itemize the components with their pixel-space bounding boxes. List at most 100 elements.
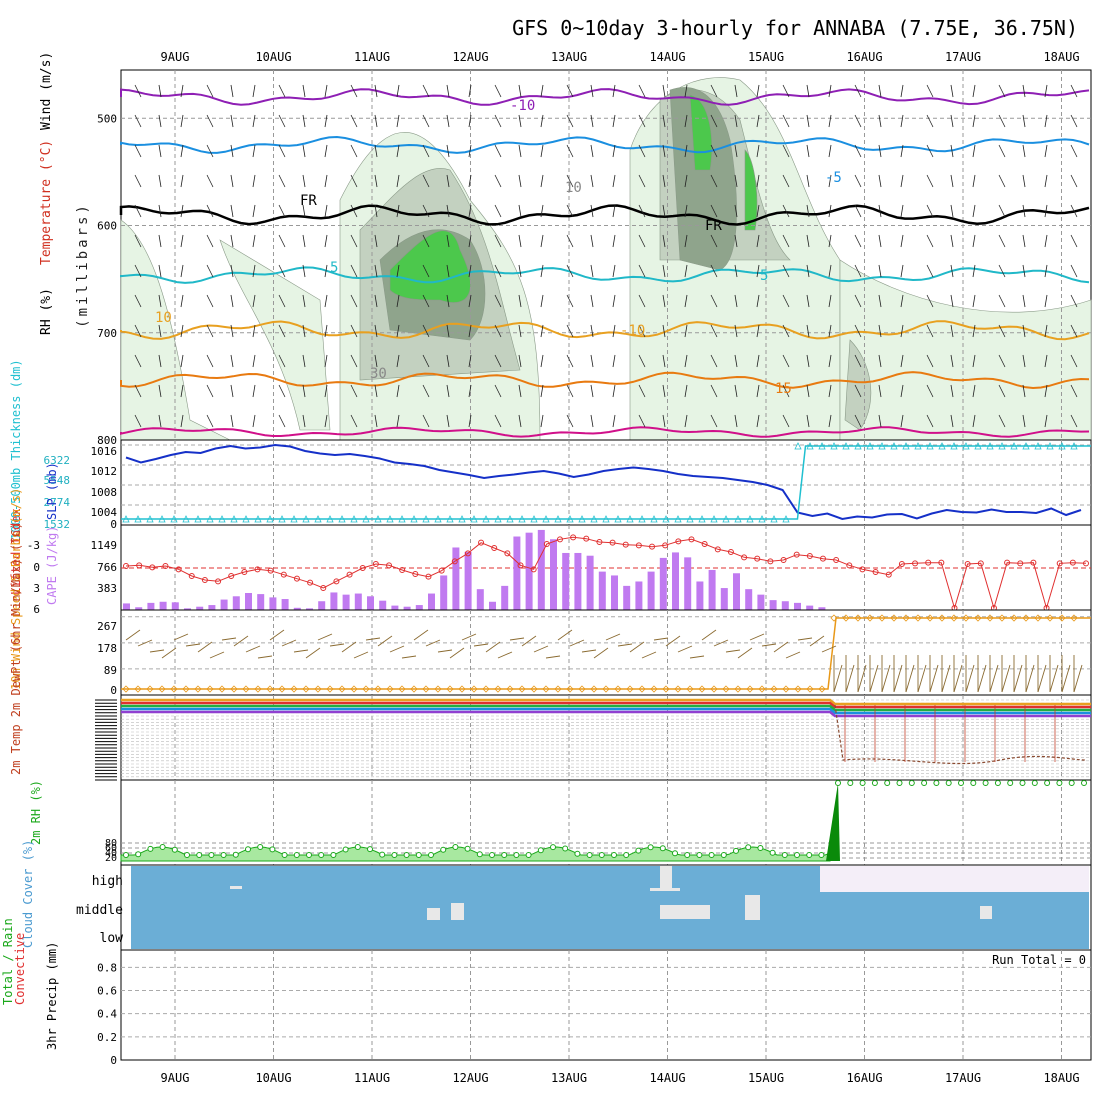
wind-barb (206, 84, 214, 98)
thickness-marker (626, 515, 634, 523)
li-marker (162, 563, 169, 569)
li-marker (293, 575, 300, 582)
li-marker (451, 558, 458, 565)
wind-barb (828, 174, 832, 188)
thickness-marker (1046, 442, 1054, 450)
slp-tick-label: 0 (110, 518, 117, 531)
rh2m-marker (720, 852, 727, 858)
thickness-tick-label: 6322 (44, 454, 71, 467)
wind-speed-marker (218, 685, 226, 693)
wind-speed-marker (566, 685, 574, 693)
wind-barb (684, 264, 688, 278)
wind-barb (734, 204, 738, 218)
wind-barb (662, 324, 666, 338)
wind-barb (302, 204, 306, 218)
rh2m-tick-label: 60 (105, 843, 117, 854)
temp-contour-minus10 (120, 88, 1090, 106)
wind-barb (446, 144, 450, 158)
wind-barb (566, 414, 574, 428)
rh2m-marker (647, 844, 654, 851)
cape-bar (818, 607, 826, 610)
rh2m-marker (871, 780, 878, 786)
thickness-marker (662, 515, 670, 523)
wind-barb (972, 414, 976, 428)
wind-barb (710, 294, 718, 308)
cloud-gap (980, 906, 992, 919)
date-label-bottom: 11AUG (354, 1071, 390, 1085)
wind-barb (662, 234, 666, 248)
wind-speed-marker (938, 614, 946, 622)
wind-barb (662, 174, 666, 188)
wind-barb-10m (509, 637, 525, 641)
wind-barb (950, 384, 954, 398)
precip-tick-label: 0.2 (97, 1031, 117, 1044)
li-marker (872, 569, 879, 575)
thickness-marker (950, 442, 958, 450)
contour-label: 15 (775, 381, 792, 397)
contour-label: -5 (825, 170, 842, 186)
li-marker (412, 571, 419, 577)
wind-barb-10m (485, 641, 501, 653)
rh2m-tick-label: 40 (105, 848, 117, 859)
wind-barb (926, 264, 934, 278)
cloud-gap (230, 886, 242, 889)
thickness-marker (878, 442, 886, 450)
li-marker (727, 549, 734, 555)
wind-barb-flag (1037, 664, 1047, 693)
wind-barb (900, 144, 904, 158)
date-axis-top: 9AUG 10AUG 11AUG 12AUG 13AUG 14AUG 15AUG 16AUG 1… (161, 50, 1080, 64)
wind-barb (206, 144, 214, 158)
wind-barb (350, 264, 358, 278)
wind-barb (1070, 324, 1078, 338)
cape-bar (635, 581, 643, 610)
wind-barb-10m (197, 641, 213, 653)
wind-barb (782, 384, 790, 398)
rh2m-marker (672, 850, 678, 857)
pressure-tick-label: 500 (97, 112, 117, 125)
wind-speed-marker (242, 685, 250, 693)
freezing-level-line (119, 204, 1090, 226)
rh2m-marker (696, 852, 703, 858)
wind-speed-marker (686, 685, 694, 693)
date-label-bottom: 16AUG (846, 1071, 882, 1085)
wind-barb (782, 264, 790, 278)
rh2m-marker (537, 847, 544, 854)
wind-speed-marker (1046, 614, 1054, 622)
wind-tick-label: 89 (104, 664, 117, 677)
cape-bar (135, 607, 143, 610)
wind-speed-marker (782, 685, 790, 693)
wind-barb (854, 294, 862, 308)
wind-barb-flag (857, 664, 867, 693)
contour-label: -10 (510, 98, 535, 114)
wind-barb (1022, 264, 1026, 278)
wind-barb (684, 384, 688, 398)
wind-barb-flag (905, 664, 915, 693)
thickness-ylabel: 1000-500mb Thickness (dm) (9, 359, 23, 540)
thickness-marker (530, 515, 538, 523)
wind-speed-marker (314, 685, 322, 693)
rh2m-marker (562, 845, 569, 852)
wind-speed-marker (626, 685, 634, 693)
cloud-gap (427, 908, 440, 920)
li-marker (320, 585, 327, 591)
wind-barb (518, 114, 522, 128)
wind-speed-marker (1022, 614, 1030, 622)
wind-barb (230, 294, 234, 308)
wind-barb (638, 204, 646, 218)
thickness-marker (746, 515, 754, 523)
cape-bar (708, 569, 716, 610)
wind-barb-10m (701, 629, 717, 641)
wind-barb (638, 294, 646, 308)
li-marker (1069, 559, 1076, 566)
cape-bar (184, 608, 191, 610)
li-marker (504, 550, 511, 557)
wind-barb-10m (353, 651, 369, 659)
wind-barb (734, 414, 738, 428)
cape-tick-label: 766 (97, 561, 117, 574)
li-tick-label: 0 (33, 561, 40, 574)
wind-barb (468, 324, 472, 338)
wind-barb (158, 294, 162, 308)
wind-barb (684, 114, 688, 128)
wind-barb (638, 234, 646, 248)
